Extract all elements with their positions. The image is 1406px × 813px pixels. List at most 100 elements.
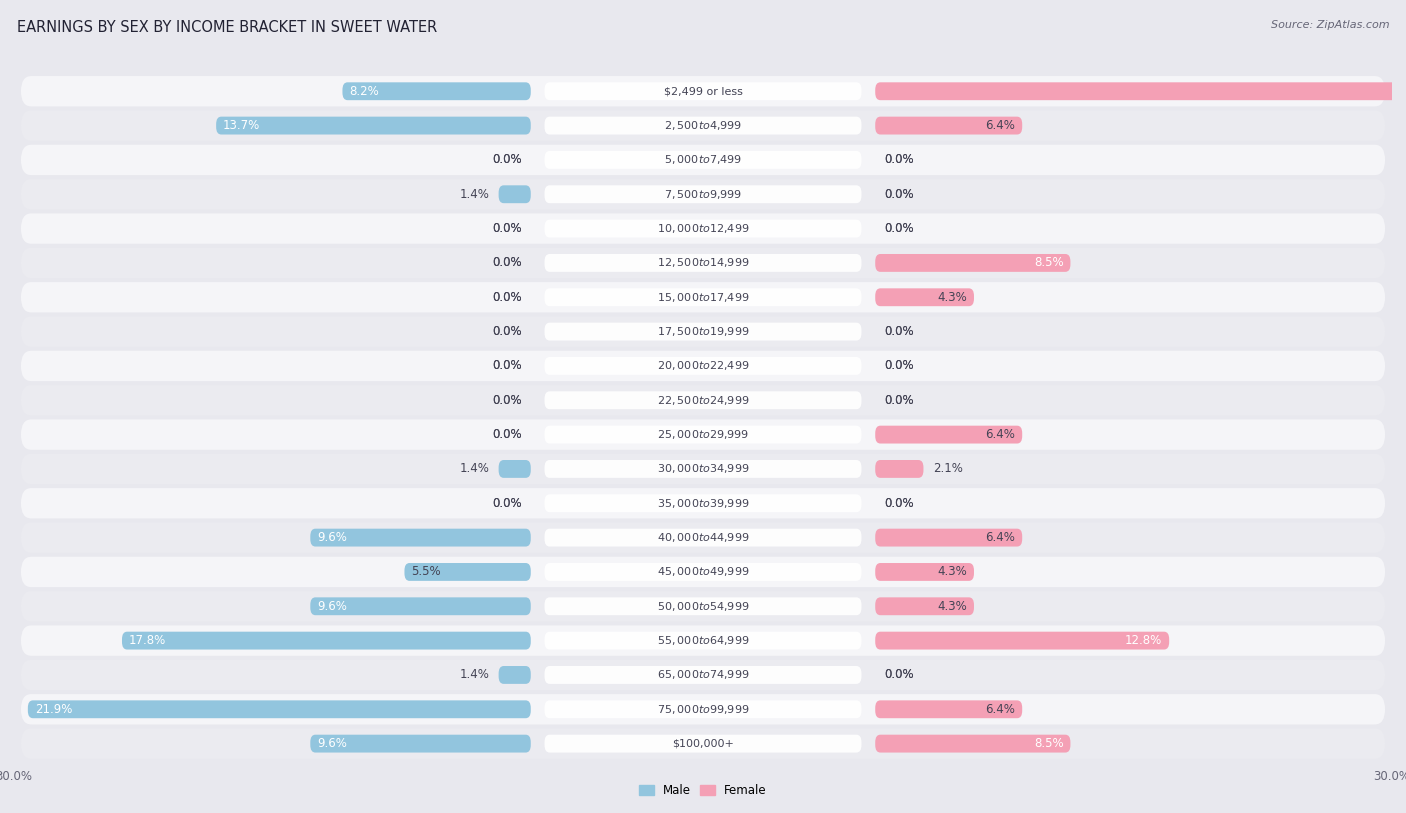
Text: $2,499 or less: $2,499 or less — [664, 86, 742, 96]
Text: Source: ZipAtlas.com: Source: ZipAtlas.com — [1271, 20, 1389, 30]
Text: $22,500 to $24,999: $22,500 to $24,999 — [657, 393, 749, 406]
Text: 0.0%: 0.0% — [884, 497, 914, 510]
FancyBboxPatch shape — [875, 700, 1022, 718]
Text: 9.6%: 9.6% — [318, 600, 347, 613]
Text: 6.4%: 6.4% — [986, 531, 1015, 544]
Text: 0.0%: 0.0% — [492, 428, 522, 441]
FancyBboxPatch shape — [21, 694, 1385, 724]
FancyBboxPatch shape — [311, 528, 530, 546]
Text: 17.8%: 17.8% — [129, 634, 166, 647]
FancyBboxPatch shape — [875, 116, 1022, 134]
FancyBboxPatch shape — [21, 248, 1385, 278]
Text: 0.0%: 0.0% — [884, 359, 914, 372]
Text: 13.7%: 13.7% — [224, 119, 260, 132]
Text: 9.6%: 9.6% — [318, 531, 347, 544]
Text: 8.5%: 8.5% — [1033, 256, 1063, 269]
FancyBboxPatch shape — [21, 350, 1385, 381]
FancyBboxPatch shape — [875, 254, 1070, 272]
FancyBboxPatch shape — [544, 563, 862, 580]
Text: 0.0%: 0.0% — [492, 393, 522, 406]
FancyBboxPatch shape — [405, 563, 531, 580]
Text: 0.0%: 0.0% — [884, 188, 914, 201]
Text: 1.4%: 1.4% — [460, 188, 489, 201]
FancyBboxPatch shape — [21, 557, 1385, 587]
Text: 1.4%: 1.4% — [460, 668, 489, 681]
Text: 21.9%: 21.9% — [35, 702, 72, 715]
Text: 8.2%: 8.2% — [349, 85, 380, 98]
Text: 0.0%: 0.0% — [492, 154, 522, 167]
Text: 0.0%: 0.0% — [884, 668, 914, 681]
Text: 1.4%: 1.4% — [460, 463, 489, 476]
Text: 0.0%: 0.0% — [884, 222, 914, 235]
Text: 0.0%: 0.0% — [884, 154, 914, 167]
Text: $45,000 to $49,999: $45,000 to $49,999 — [657, 566, 749, 578]
FancyBboxPatch shape — [544, 151, 862, 169]
FancyBboxPatch shape — [21, 385, 1385, 415]
FancyBboxPatch shape — [544, 700, 862, 718]
Text: 0.0%: 0.0% — [884, 154, 914, 167]
FancyBboxPatch shape — [21, 316, 1385, 347]
Text: 9.6%: 9.6% — [318, 737, 347, 750]
Text: EARNINGS BY SEX BY INCOME BRACKET IN SWEET WATER: EARNINGS BY SEX BY INCOME BRACKET IN SWE… — [17, 20, 437, 35]
FancyBboxPatch shape — [343, 82, 531, 100]
Text: 0.0%: 0.0% — [492, 154, 522, 167]
Text: $5,000 to $7,499: $5,000 to $7,499 — [664, 154, 742, 167]
Text: $75,000 to $99,999: $75,000 to $99,999 — [657, 702, 749, 715]
FancyBboxPatch shape — [875, 82, 1406, 100]
Text: 0.0%: 0.0% — [884, 668, 914, 681]
FancyBboxPatch shape — [544, 598, 862, 615]
Text: 6.4%: 6.4% — [986, 428, 1015, 441]
FancyBboxPatch shape — [21, 213, 1385, 244]
FancyBboxPatch shape — [544, 254, 862, 272]
Text: 0.0%: 0.0% — [492, 222, 522, 235]
Text: 0.0%: 0.0% — [492, 222, 522, 235]
FancyBboxPatch shape — [21, 76, 1385, 107]
Text: $65,000 to $74,999: $65,000 to $74,999 — [657, 668, 749, 681]
Text: $40,000 to $44,999: $40,000 to $44,999 — [657, 531, 749, 544]
FancyBboxPatch shape — [875, 563, 974, 580]
Text: 0.0%: 0.0% — [884, 188, 914, 201]
Text: 0.0%: 0.0% — [884, 325, 914, 338]
Text: $35,000 to $39,999: $35,000 to $39,999 — [657, 497, 749, 510]
Text: 4.3%: 4.3% — [938, 291, 967, 304]
Text: 0.0%: 0.0% — [492, 359, 522, 372]
Text: 0.0%: 0.0% — [884, 497, 914, 510]
Text: $20,000 to $22,499: $20,000 to $22,499 — [657, 359, 749, 372]
FancyBboxPatch shape — [875, 460, 924, 478]
Text: 0.0%: 0.0% — [492, 291, 522, 304]
FancyBboxPatch shape — [21, 728, 1385, 759]
Text: $100,000+: $100,000+ — [672, 739, 734, 749]
FancyBboxPatch shape — [875, 598, 974, 615]
Text: 0.0%: 0.0% — [492, 428, 522, 441]
Text: 12.8%: 12.8% — [1125, 634, 1163, 647]
Text: $10,000 to $12,499: $10,000 to $12,499 — [657, 222, 749, 235]
FancyBboxPatch shape — [544, 426, 862, 444]
Legend: Male, Female: Male, Female — [640, 785, 766, 798]
FancyBboxPatch shape — [217, 116, 531, 134]
FancyBboxPatch shape — [875, 632, 1170, 650]
Text: 4.3%: 4.3% — [938, 600, 967, 613]
FancyBboxPatch shape — [21, 179, 1385, 210]
Text: 0.0%: 0.0% — [884, 393, 914, 406]
FancyBboxPatch shape — [28, 700, 531, 718]
FancyBboxPatch shape — [875, 528, 1022, 546]
FancyBboxPatch shape — [544, 357, 862, 375]
Text: 0.0%: 0.0% — [884, 393, 914, 406]
FancyBboxPatch shape — [21, 145, 1385, 175]
FancyBboxPatch shape — [499, 185, 531, 203]
FancyBboxPatch shape — [21, 282, 1385, 312]
FancyBboxPatch shape — [21, 591, 1385, 621]
FancyBboxPatch shape — [544, 528, 862, 546]
FancyBboxPatch shape — [875, 289, 974, 307]
Text: 0.0%: 0.0% — [492, 497, 522, 510]
Text: 4.3%: 4.3% — [938, 566, 967, 578]
FancyBboxPatch shape — [21, 625, 1385, 656]
FancyBboxPatch shape — [875, 735, 1070, 753]
Text: $55,000 to $64,999: $55,000 to $64,999 — [657, 634, 749, 647]
Text: 6.4%: 6.4% — [986, 702, 1015, 715]
FancyBboxPatch shape — [311, 598, 530, 615]
FancyBboxPatch shape — [875, 426, 1022, 444]
Text: $25,000 to $29,999: $25,000 to $29,999 — [657, 428, 749, 441]
FancyBboxPatch shape — [499, 666, 531, 684]
Text: 0.0%: 0.0% — [884, 359, 914, 372]
